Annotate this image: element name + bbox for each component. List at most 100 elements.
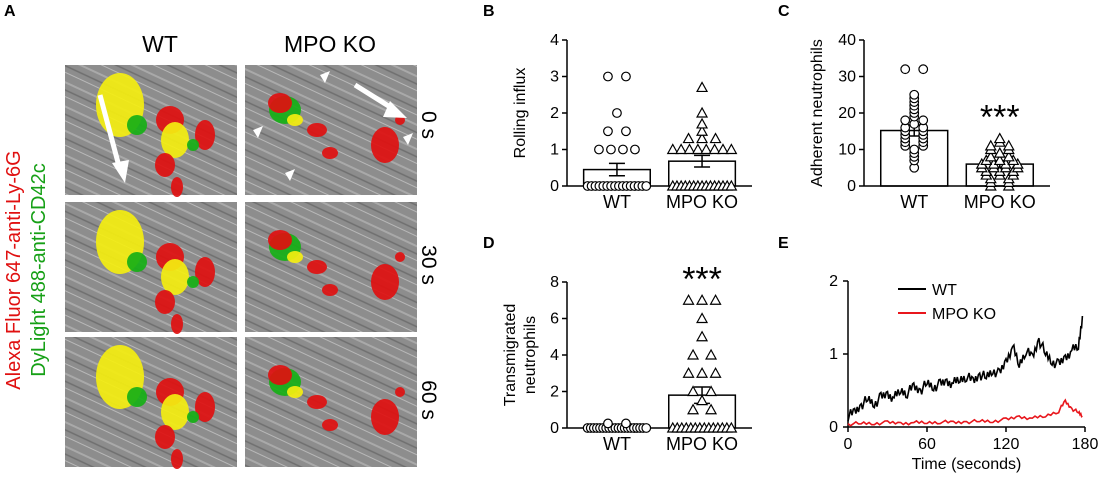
data-point-circle xyxy=(909,89,920,100)
micrograph-mpo-ko-0 xyxy=(245,65,417,195)
data-point-triangle xyxy=(687,348,700,360)
cell-blob xyxy=(268,93,292,113)
cell-blob xyxy=(287,114,303,126)
data-point-triangle xyxy=(696,330,709,342)
micrograph-grid xyxy=(65,65,417,469)
data-point-triangle xyxy=(705,403,718,415)
x-category-label: MPO KO xyxy=(666,434,738,454)
cell-blob xyxy=(187,139,199,151)
cell-blob xyxy=(171,314,183,334)
data-point-triangle xyxy=(696,106,709,118)
micrograph-wt-0 xyxy=(65,65,237,197)
cell-blob xyxy=(322,147,338,159)
data-point-triangle xyxy=(666,143,679,155)
data-point-circle xyxy=(900,115,911,126)
data-point-triangle xyxy=(984,139,997,151)
data-point-circle xyxy=(618,144,628,155)
legend-label: MPO KO xyxy=(932,306,996,323)
chart-C: 0 10 20 30 40 Adherent neutrophils WT MPO KO *** xyxy=(809,32,1050,212)
y-tick-label: 4 xyxy=(550,32,559,49)
y-tick-label: 4 xyxy=(550,347,559,364)
cell-blob xyxy=(155,425,175,449)
data-point-triangle xyxy=(675,143,688,155)
cell-blob xyxy=(155,153,175,177)
data-point-circle xyxy=(603,126,613,137)
data-point-circle xyxy=(630,144,640,155)
cell-blob xyxy=(287,251,303,263)
data-point-triangle xyxy=(687,385,700,397)
series-line-wt xyxy=(847,315,1084,422)
data-point-triangle xyxy=(709,294,722,305)
x-category-label: MPO KO xyxy=(964,192,1036,212)
svg-text:DyLight 488-anti-CD42c: DyLight 488-anti-CD42c xyxy=(28,163,50,376)
condition-label-mpo-ko: MPO KO xyxy=(284,31,376,57)
data-point-triangle xyxy=(993,154,1006,166)
data-point-circle xyxy=(900,64,911,75)
data-point-triangle xyxy=(696,117,709,129)
y-tick-label: 2 xyxy=(550,105,559,122)
cell-blob xyxy=(195,120,215,150)
cell-blob xyxy=(187,411,199,423)
stain-label-green: DyLight 488-anti-CD42c xyxy=(28,163,50,376)
data-point-triangle xyxy=(696,312,709,324)
cell-blob xyxy=(268,365,292,385)
micrograph-wt-2 xyxy=(65,337,237,469)
micrograph-mpo-ko-2 xyxy=(245,337,417,467)
y-tick-label: 2 xyxy=(550,384,559,401)
y-tick-label: 1 xyxy=(550,142,559,159)
data-point-triangle xyxy=(705,348,718,360)
y-axis-label: neutrophils xyxy=(522,316,539,394)
data-point-circle xyxy=(621,126,631,137)
cell-blob xyxy=(127,387,147,407)
data-point-circle xyxy=(641,181,652,191)
panel-letter-b: B xyxy=(483,3,495,20)
data-point-triangle xyxy=(709,132,722,144)
series-line-mpo-ko xyxy=(847,398,1083,427)
data-point-triangle xyxy=(696,132,709,144)
cell-blob xyxy=(127,252,147,272)
chart-B: 0 1 2 3 4 Rolling influx WT MPO KO xyxy=(512,32,752,212)
y-tick-label: 20 xyxy=(838,105,856,122)
micrograph-wt-1 xyxy=(65,202,237,334)
data-point-triangle xyxy=(705,385,718,397)
cell-blob xyxy=(307,395,327,409)
data-point-triangle xyxy=(993,146,1006,158)
data-point-triangle xyxy=(696,294,709,305)
arrowhead-icon xyxy=(383,101,407,118)
y-tick-label: 0 xyxy=(847,178,856,195)
stain-label-red: Alexa Fluor 647-anti-Ly-6G xyxy=(3,150,25,389)
cell-blob xyxy=(195,392,215,422)
x-category-label: WT xyxy=(603,192,631,212)
x-tick-label: 60 xyxy=(918,436,936,453)
panel-letter-c: C xyxy=(778,3,790,20)
cell-blob xyxy=(395,252,405,262)
x-tick-label: 120 xyxy=(993,436,1020,453)
flow-arrow-icon xyxy=(97,94,123,171)
data-point-triangle xyxy=(682,132,695,144)
data-point-triangle xyxy=(696,81,709,93)
data-point-triangle xyxy=(696,394,709,406)
data-point-triangle xyxy=(716,143,729,155)
y-tick-label: 0 xyxy=(550,178,559,195)
data-point-triangle xyxy=(993,132,1006,144)
cell-blob xyxy=(307,260,327,274)
x-tick-label: 0 xyxy=(844,436,853,453)
cell-blob xyxy=(287,386,303,398)
cell-blob xyxy=(155,290,175,314)
y-tick-label: 10 xyxy=(838,142,856,159)
arrowhead-icon xyxy=(285,169,295,181)
data-point-circle xyxy=(612,108,622,118)
x-category-label: MPO KO xyxy=(666,192,738,212)
data-point-triangle xyxy=(708,143,721,155)
data-point-triangle xyxy=(725,143,738,155)
cell-blob xyxy=(161,259,189,295)
cell-blob xyxy=(371,127,399,163)
data-point-triangle xyxy=(725,179,738,191)
y-tick-label: 3 xyxy=(550,69,559,86)
panel-letter-e: E xyxy=(778,235,789,252)
panel-a: WT MPO KO Alexa Fluor 647-anti-Ly-6G DyL… xyxy=(3,31,440,469)
data-point-circle xyxy=(909,144,920,155)
data-point-circle xyxy=(918,64,929,75)
data-point-circle xyxy=(621,71,631,82)
